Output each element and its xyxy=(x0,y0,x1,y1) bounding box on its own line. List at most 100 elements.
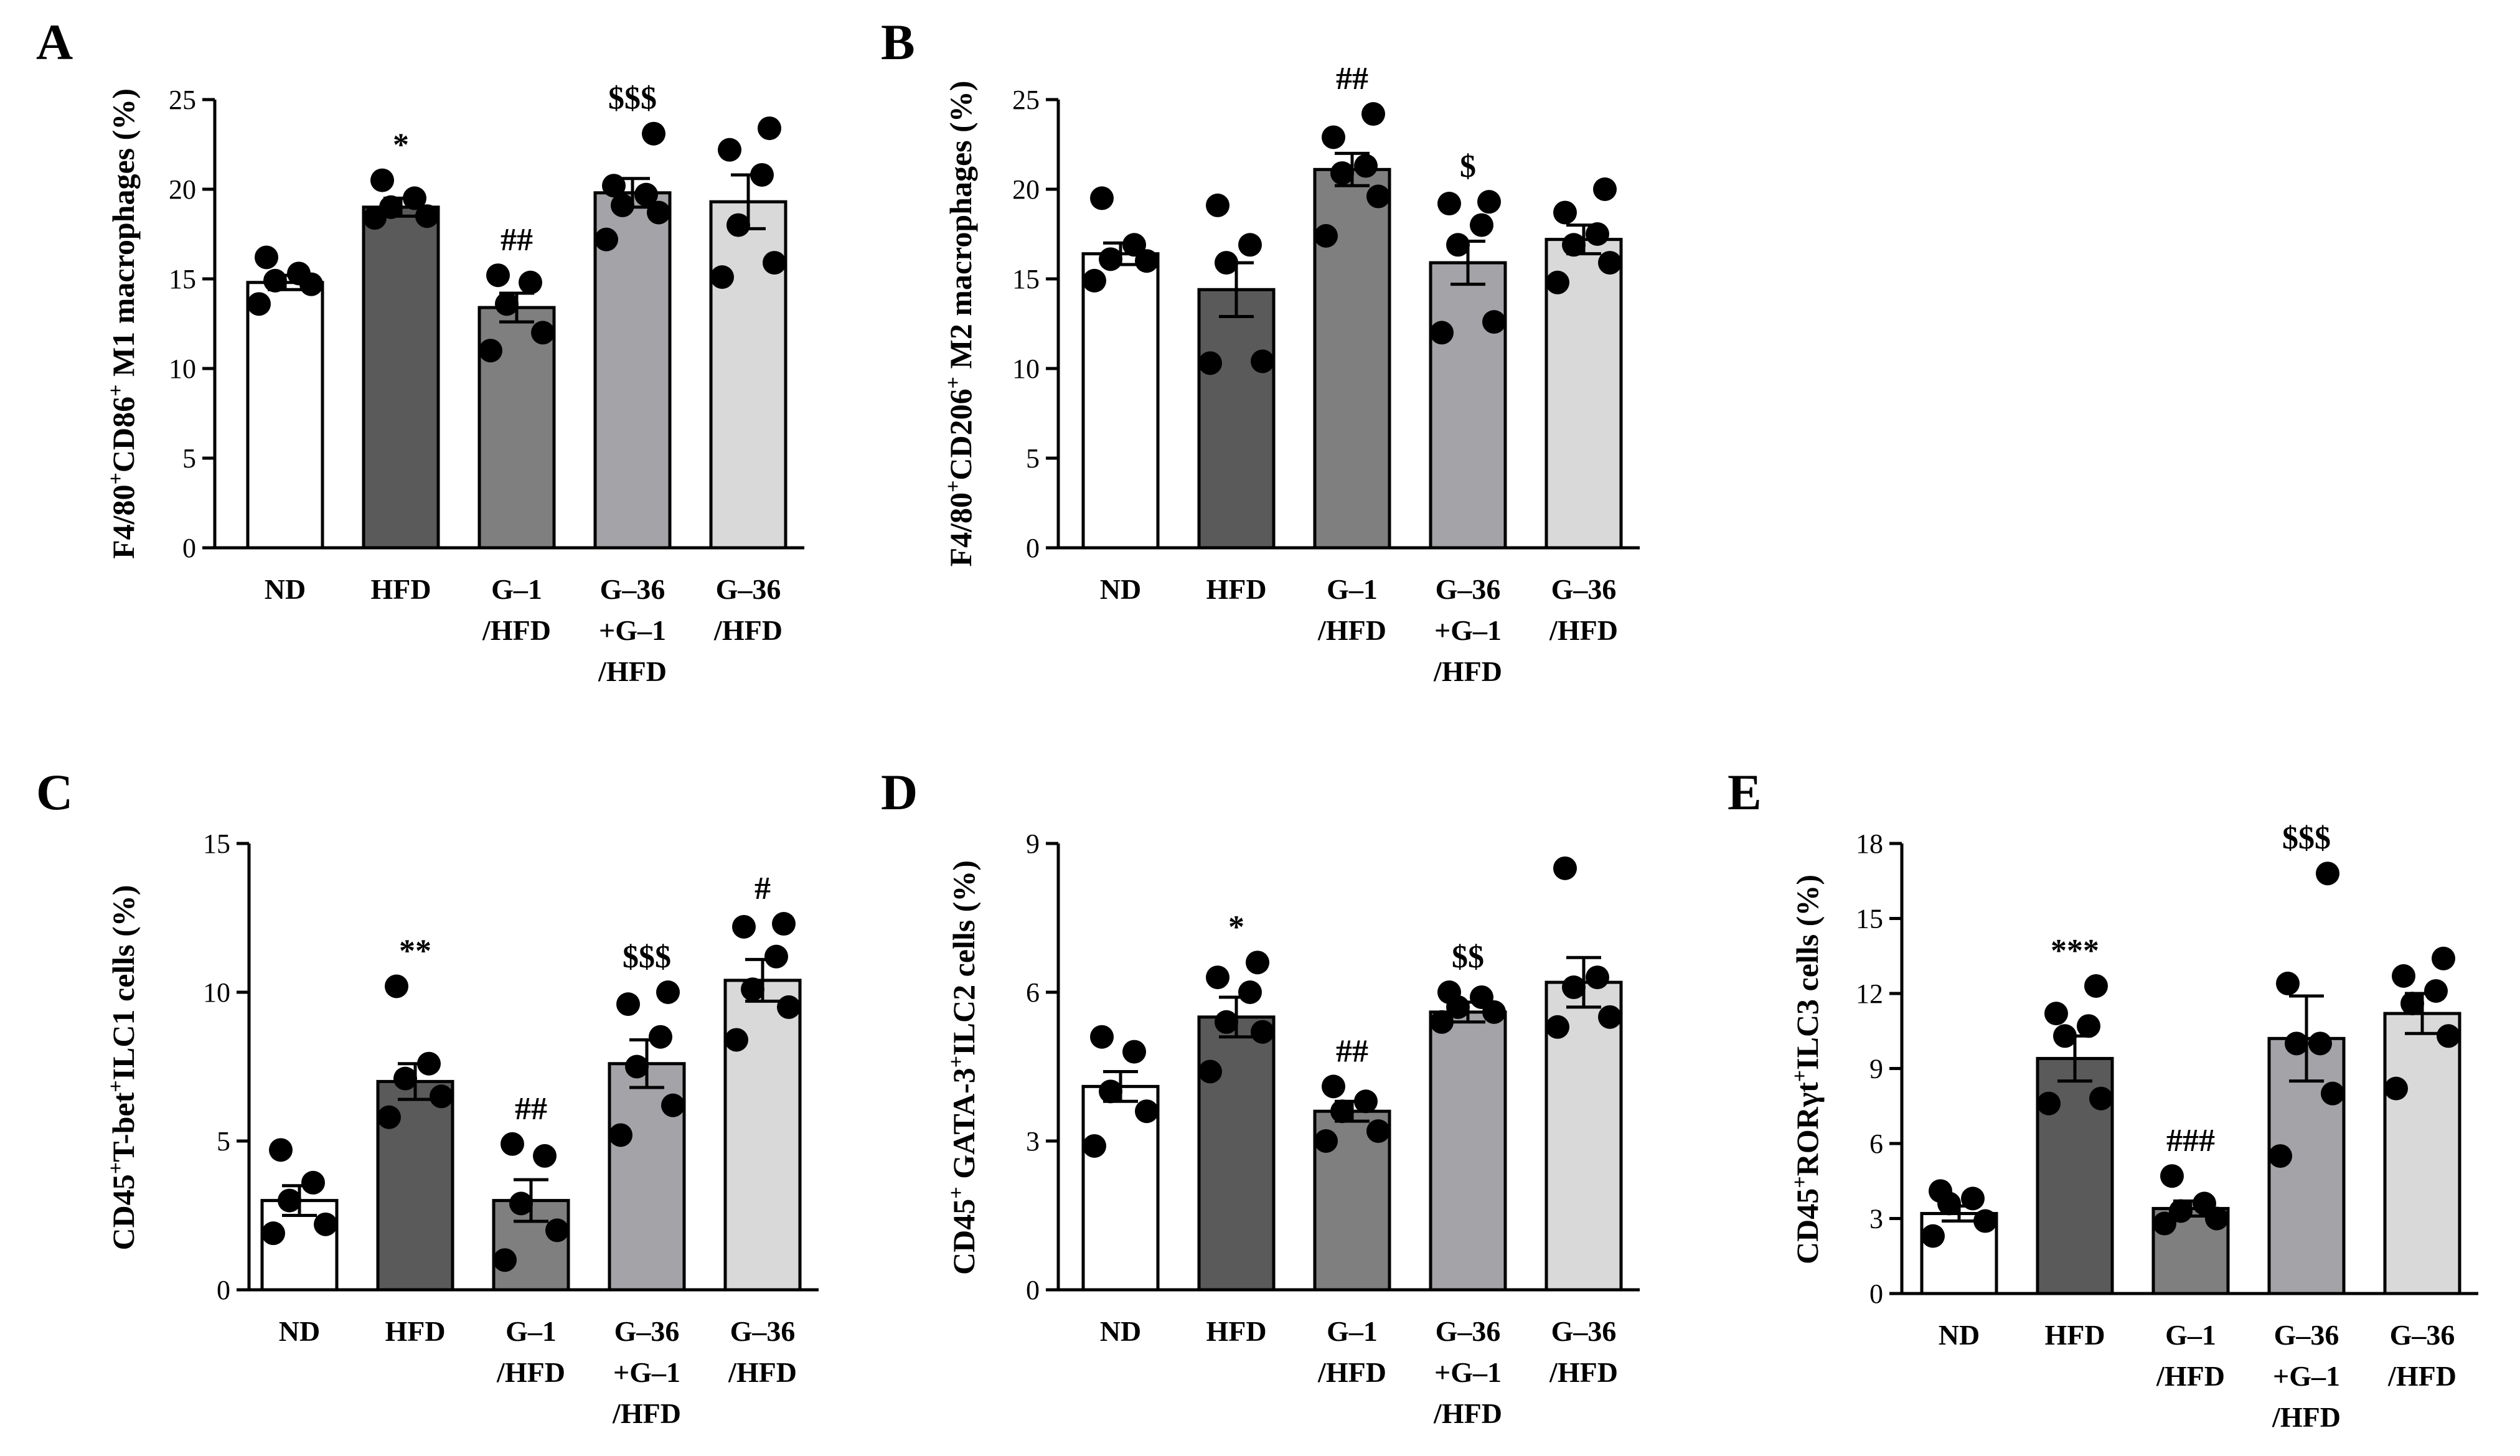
data-point xyxy=(255,245,278,270)
data-point xyxy=(2044,1002,2068,1026)
data-point xyxy=(1198,1059,1222,1084)
data-point xyxy=(1330,1099,1354,1124)
data-point xyxy=(1238,980,1262,1004)
y-tick-label: 6 xyxy=(1026,977,1040,1008)
data-point xyxy=(269,1138,293,1162)
category-label: +G–1 xyxy=(1434,614,1502,646)
bar-hfd xyxy=(362,205,440,550)
data-point xyxy=(261,1221,285,1246)
y-tick-label: 5 xyxy=(217,1126,230,1157)
category-label: G–1 xyxy=(2165,1319,2216,1351)
data-point xyxy=(625,1054,649,1079)
significance-marker: $ xyxy=(1460,149,1476,184)
data-point xyxy=(1437,980,1461,1004)
data-point xyxy=(609,1123,632,1147)
data-point xyxy=(2193,1191,2216,1216)
y-tick-label: 0 xyxy=(1026,1275,1040,1305)
significance-marker: $$$ xyxy=(623,939,671,975)
data-point xyxy=(1470,985,1493,1009)
data-point xyxy=(1598,251,1622,275)
category-label: ND xyxy=(1939,1319,1980,1351)
data-point xyxy=(1330,161,1354,186)
significance-marker: # xyxy=(755,871,771,906)
category-label: /HFD xyxy=(2387,1360,2457,1392)
data-point xyxy=(385,974,408,998)
panel-label: C xyxy=(36,764,73,820)
data-point xyxy=(430,1084,453,1109)
data-point xyxy=(1090,186,1114,210)
data-point xyxy=(1314,223,1338,248)
data-point xyxy=(1366,1119,1390,1144)
data-point xyxy=(1553,856,1577,880)
category-label: G–36 xyxy=(614,1315,680,1347)
data-point xyxy=(379,195,403,219)
data-point xyxy=(495,292,519,316)
category-label: G–36 xyxy=(2390,1319,2455,1351)
y-tick-label: 15 xyxy=(203,829,230,859)
data-point xyxy=(2268,1144,2292,1168)
category-label: G–1 xyxy=(1327,573,1378,605)
data-point xyxy=(763,251,786,275)
data-point xyxy=(1122,233,1146,257)
data-point xyxy=(1238,233,1262,257)
data-point xyxy=(417,1051,441,1076)
panel-B: B 0 5 10 15 20 25 F4/80+CD206+ M2 macrophages (… xyxy=(881,14,1640,687)
y-tick-label: 15 xyxy=(1856,904,1883,934)
y-tick-label: 20 xyxy=(169,174,196,205)
significance-marker: $$$ xyxy=(608,81,657,116)
category-label: /HFD xyxy=(1549,1356,1618,1388)
data-point xyxy=(501,1132,524,1156)
category-label: +G–1 xyxy=(2273,1360,2340,1392)
y-tick-label: 9 xyxy=(1026,829,1040,859)
y-tick-label: 0 xyxy=(217,1275,230,1305)
data-point xyxy=(1099,247,1122,271)
data-point xyxy=(1430,1010,1454,1034)
data-point xyxy=(2424,979,2448,1003)
category-label: /HFD xyxy=(1433,1397,1502,1429)
data-point xyxy=(263,268,287,293)
bar-g-36-g-1-hfd xyxy=(1429,1010,1507,1292)
category-label: HFD xyxy=(2044,1319,2105,1351)
y-tick-label: 6 xyxy=(1869,1129,1883,1159)
bar-nd xyxy=(1081,252,1160,550)
y-tick-label: 15 xyxy=(169,264,196,294)
data-point xyxy=(1322,1074,1345,1099)
data-point xyxy=(1470,213,1493,237)
data-point xyxy=(1251,349,1274,373)
y-tick-label: 0 xyxy=(1869,1279,1883,1309)
data-point xyxy=(1354,154,1378,178)
category-label: /HFD xyxy=(482,614,551,646)
data-point xyxy=(403,186,426,210)
y-tick-label: 3 xyxy=(1026,1126,1040,1157)
data-point xyxy=(777,995,801,1019)
panel-label: D xyxy=(881,764,918,820)
data-point xyxy=(301,1170,325,1195)
data-point xyxy=(611,193,634,217)
data-point xyxy=(710,265,734,289)
data-point xyxy=(1562,233,1586,257)
category-label: /HFD xyxy=(612,1397,681,1429)
data-point xyxy=(1546,1015,1569,1039)
category-label: /HFD xyxy=(2156,1360,2225,1392)
y-axis-title: CD45+T-bet+ILC1 cells (%) xyxy=(105,885,141,1251)
data-point xyxy=(1598,1005,1622,1029)
data-point xyxy=(1206,965,1229,990)
significance-marker: ## xyxy=(501,222,533,258)
data-point xyxy=(519,270,542,294)
panel-C: C 0 5 10 15 CD45+T-bet+ILC1 cells (%) ND ** HFD #… xyxy=(36,764,819,1429)
data-point xyxy=(1973,1209,1997,1233)
category-label: /HFD xyxy=(2272,1401,2341,1433)
significance-marker: $$ xyxy=(1452,939,1484,975)
bar-hfd xyxy=(1197,1015,1276,1292)
data-point xyxy=(2153,1211,2176,1236)
bar-g-36-g-1-hfd xyxy=(1429,261,1507,550)
significance-marker: * xyxy=(1228,909,1244,945)
panel-A: A 0 5 10 15 20 25 F4/80+CD86+ M1 macrophages (%… xyxy=(36,14,804,687)
data-point xyxy=(1546,270,1569,294)
category-label: HFD xyxy=(385,1315,445,1347)
significance-marker: * xyxy=(393,128,409,163)
data-point xyxy=(1083,268,1106,293)
panel-label: E xyxy=(1728,764,1762,820)
data-point xyxy=(1586,222,1609,246)
data-point xyxy=(661,1093,685,1117)
